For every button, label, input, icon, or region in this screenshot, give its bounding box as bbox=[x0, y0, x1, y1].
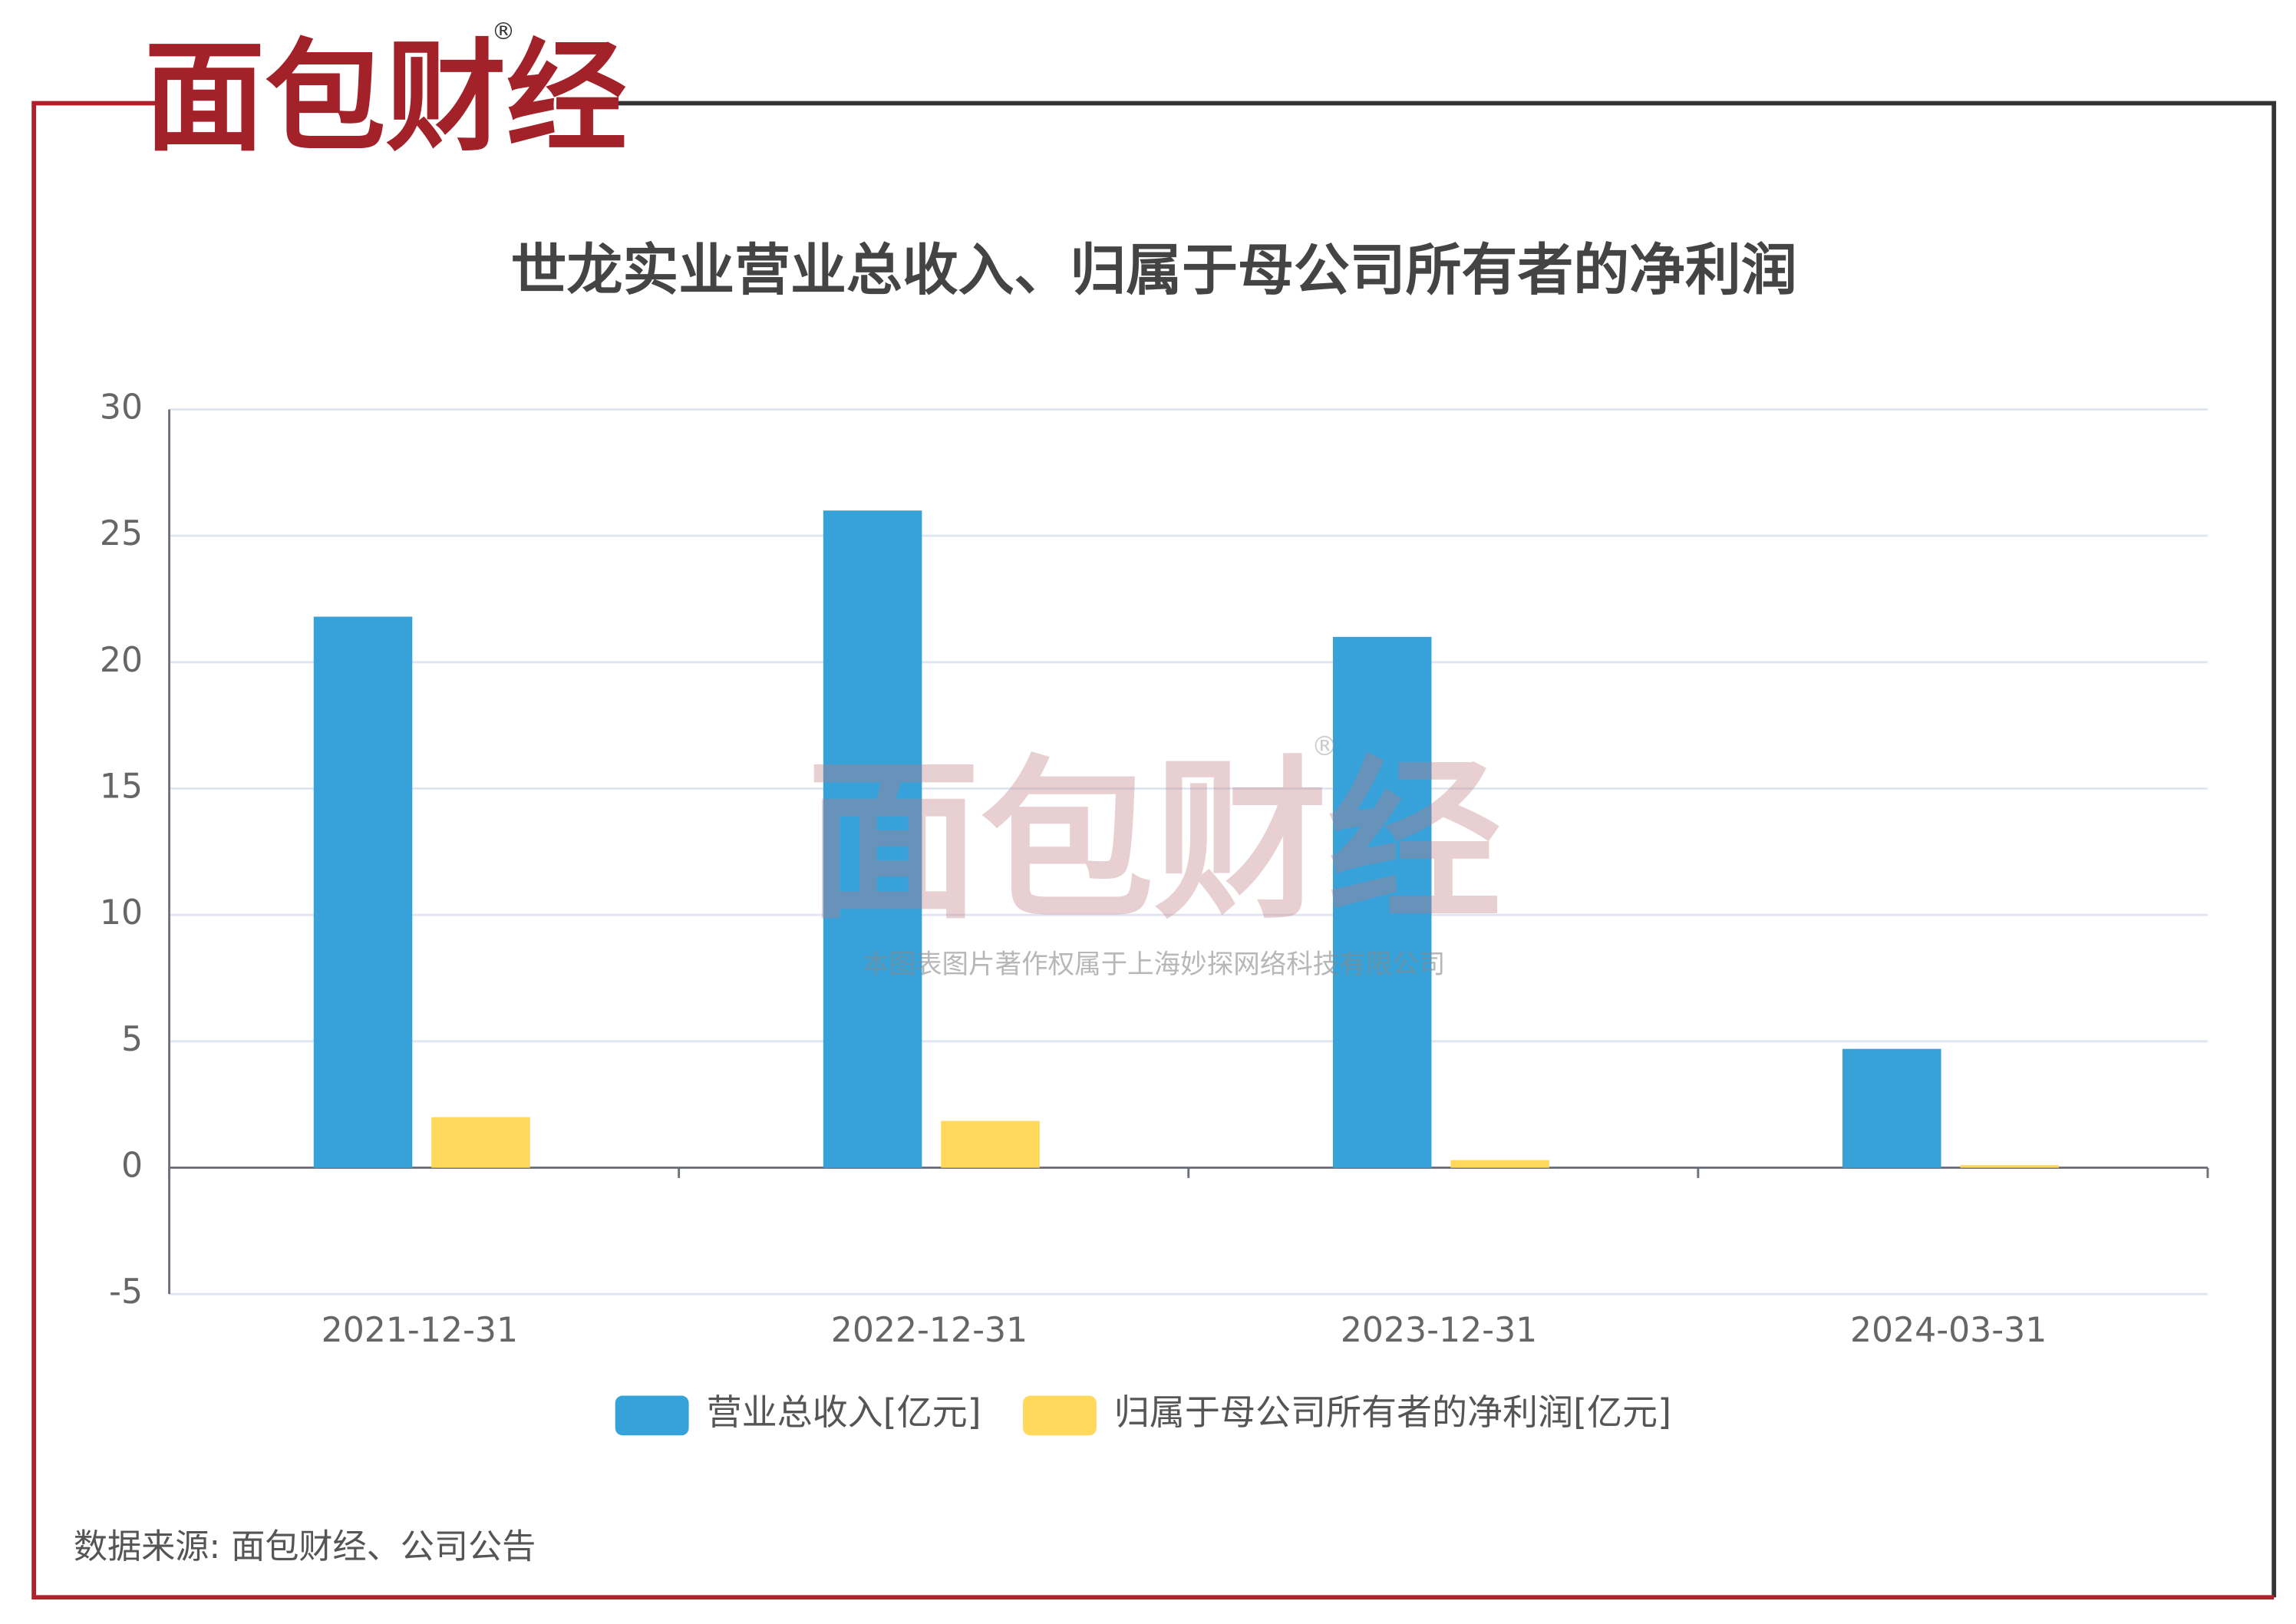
logo-mark: ® bbox=[492, 18, 516, 45]
legend-label: 归属于母公司所有者的净利润[亿元] bbox=[1114, 1391, 1671, 1433]
source: 数据来源: 面包财经、公司公告 bbox=[74, 1527, 536, 1566]
y-tick-label: 30 bbox=[100, 388, 143, 427]
bar bbox=[1842, 1048, 1941, 1168]
plot: -5 0 5 10 15 20 25 30 2021-12-31 2022-12-31 2023-1… bbox=[100, 388, 2209, 1436]
watermark-text: 本图表图片著作权属于上海妙探网络科技有限公司 bbox=[863, 949, 1445, 980]
bar bbox=[823, 510, 922, 1168]
bar bbox=[1960, 1165, 2059, 1168]
y-tick-label: 15 bbox=[100, 767, 143, 806]
y-tick-label: 5 bbox=[121, 1020, 143, 1059]
frame-dark bbox=[615, 101, 2277, 1598]
legend-label: 营业总收入[亿元] bbox=[707, 1391, 981, 1433]
y-tick-label: -5 bbox=[109, 1272, 143, 1312]
frame-red bbox=[31, 101, 2275, 1600]
bar bbox=[1332, 636, 1432, 1168]
x-tick-label: 2023-12-31 bbox=[1341, 1311, 1537, 1350]
watermark-logo: 面包财经 bbox=[807, 741, 1501, 943]
y-tick-label: 0 bbox=[121, 1146, 143, 1185]
bar bbox=[431, 1117, 530, 1168]
bar bbox=[313, 616, 413, 1168]
bar bbox=[1450, 1160, 1549, 1168]
logo: 面包财经 bbox=[144, 28, 627, 168]
y-tick-label: 25 bbox=[100, 514, 143, 553]
legend-swatch bbox=[1022, 1395, 1097, 1436]
x-tick-label: 2024-03-31 bbox=[1850, 1311, 2047, 1350]
y-tick-label: 10 bbox=[100, 893, 143, 932]
x-tick-label: 2021-12-31 bbox=[322, 1311, 518, 1350]
y-tick-label: 20 bbox=[100, 641, 143, 680]
legend-swatch bbox=[615, 1395, 689, 1436]
chart-title: 世龙实业营业总收入、归属于母公司所有者的净利润 bbox=[511, 238, 1797, 303]
x-tick-label: 2022-12-31 bbox=[831, 1311, 1028, 1350]
watermark-mark: ® bbox=[1311, 731, 1338, 762]
bar bbox=[941, 1121, 1040, 1168]
